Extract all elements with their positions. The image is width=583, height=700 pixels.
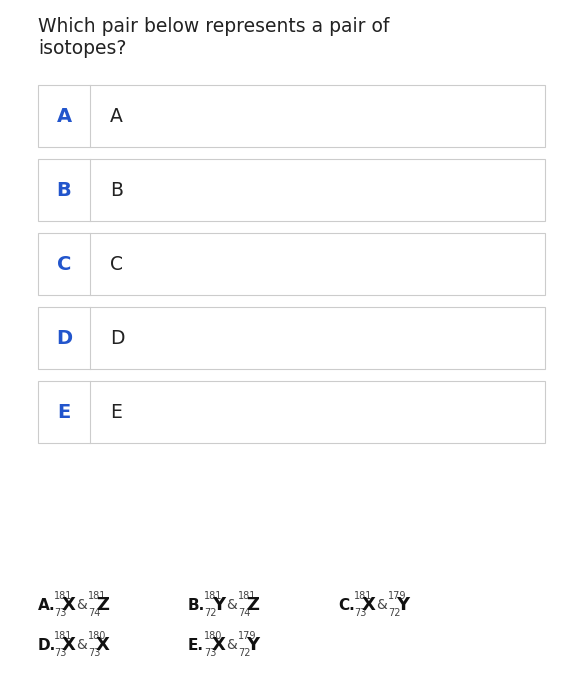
Text: 72: 72 [238, 648, 251, 658]
Text: &: & [376, 598, 387, 612]
Text: 73: 73 [88, 648, 100, 658]
Text: D: D [56, 328, 72, 347]
Text: X: X [62, 596, 76, 614]
Bar [38, 85, 545, 147]
Text: &: & [226, 638, 237, 652]
Text: isotopes?: isotopes? [38, 39, 127, 58]
Text: A: A [57, 106, 72, 125]
Text: Which pair below represents a pair of: Which pair below represents a pair of [38, 17, 389, 36]
Text: B: B [57, 181, 71, 199]
Text: Y: Y [212, 596, 225, 614]
Text: A.: A. [38, 598, 55, 612]
Text: A: A [110, 106, 123, 125]
Text: 73: 73 [54, 608, 66, 618]
Text: C.: C. [338, 598, 354, 612]
Bar [38, 159, 545, 221]
Text: E.: E. [188, 638, 204, 652]
Text: B: B [110, 181, 123, 199]
Text: X: X [212, 636, 226, 654]
Text: 74: 74 [238, 608, 250, 618]
Text: B.: B. [188, 598, 205, 612]
Text: Z: Z [246, 596, 259, 614]
Text: X: X [62, 636, 76, 654]
Text: 73: 73 [204, 648, 216, 658]
Text: 74: 74 [88, 608, 100, 618]
Text: 179: 179 [238, 631, 257, 641]
Text: 180: 180 [204, 631, 222, 641]
Text: 181: 181 [354, 591, 373, 601]
Text: E: E [57, 402, 71, 421]
Text: &: & [76, 638, 87, 652]
Text: C: C [57, 255, 71, 274]
Text: C: C [110, 255, 123, 274]
Bar [38, 381, 545, 443]
Text: 72: 72 [388, 608, 401, 618]
Text: E: E [110, 402, 122, 421]
Text: 73: 73 [354, 608, 366, 618]
Text: D.: D. [38, 638, 56, 652]
Text: D: D [110, 328, 125, 347]
Text: X: X [96, 636, 110, 654]
Text: 181: 181 [204, 591, 222, 601]
Text: 181: 181 [88, 591, 106, 601]
Text: Y: Y [396, 596, 409, 614]
Text: &: & [76, 598, 87, 612]
Text: 72: 72 [204, 608, 216, 618]
Bar [38, 307, 545, 369]
Text: 181: 181 [54, 591, 72, 601]
Text: 181: 181 [54, 631, 72, 641]
Text: X: X [362, 596, 376, 614]
Text: 179: 179 [388, 591, 406, 601]
Text: &: & [226, 598, 237, 612]
Text: Z: Z [96, 596, 109, 614]
Bar [38, 233, 545, 295]
Text: 180: 180 [88, 631, 106, 641]
Text: 181: 181 [238, 591, 257, 601]
Text: 73: 73 [54, 648, 66, 658]
Text: Y: Y [246, 636, 259, 654]
